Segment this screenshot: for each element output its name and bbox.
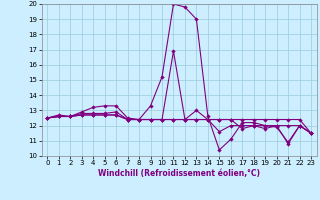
X-axis label: Windchill (Refroidissement éolien,°C): Windchill (Refroidissement éolien,°C) <box>98 169 260 178</box>
